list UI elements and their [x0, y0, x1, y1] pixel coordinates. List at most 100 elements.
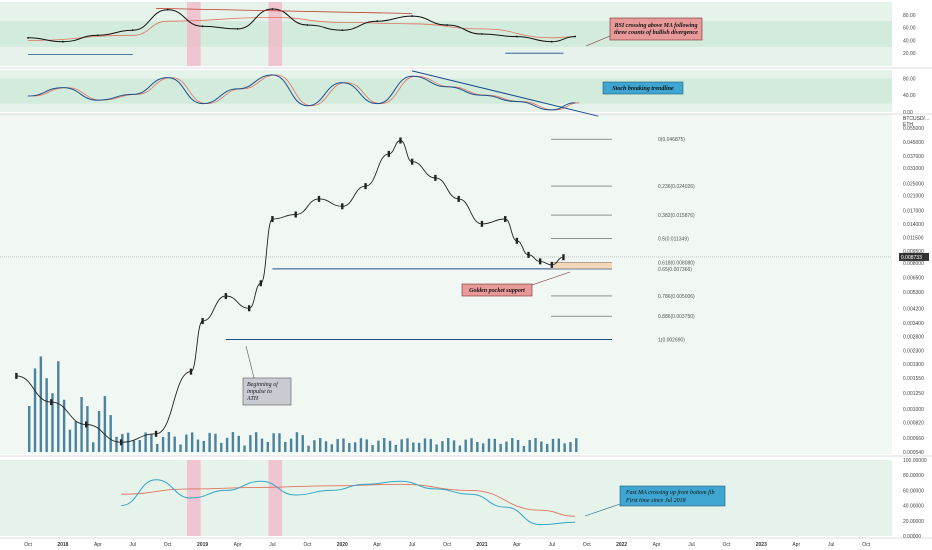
time-axis-label: Jul	[549, 542, 555, 548]
rsi-annotation-box	[609, 17, 703, 41]
volume-bar	[545, 444, 549, 452]
time-axis-label: 2021	[476, 542, 487, 548]
volume-bar	[528, 440, 531, 452]
price-candle	[259, 280, 262, 287]
volume-bar	[173, 436, 176, 452]
volume-bar	[126, 432, 130, 452]
price-candle	[224, 293, 228, 300]
volume-bar	[359, 438, 363, 452]
volume-bar	[86, 406, 89, 452]
volume-bar	[132, 440, 136, 452]
volume-bar	[231, 432, 235, 452]
impulse-text: Beginning of	[247, 381, 279, 388]
volume-bar	[62, 399, 66, 452]
time-axis-label: Apr	[792, 542, 800, 548]
current-price-tag	[899, 252, 929, 261]
volume-bar	[51, 393, 54, 452]
time-axis-label: Apr	[513, 542, 521, 548]
time-axis-label: Oct	[583, 542, 591, 548]
volume-bar	[557, 438, 561, 452]
rsi-axis-tick: 20.00	[903, 51, 916, 57]
rsi-point	[481, 33, 483, 35]
stoch-axis-tick: 40.00	[903, 93, 916, 99]
volume-bar	[307, 445, 310, 452]
time-axis-label: Apr	[373, 542, 381, 548]
price-candle	[434, 174, 437, 181]
price-candle	[50, 399, 53, 406]
price-axis-tick: 0.001250	[903, 391, 924, 397]
fib-level-label: 0.382(0.015876)	[658, 213, 695, 219]
osc-axis-tick: 80.00000	[903, 473, 924, 479]
price-axis-tick: 0.017000	[903, 208, 924, 214]
volume-bar	[260, 438, 264, 452]
price-candle	[247, 305, 251, 312]
current-price-label: 0.008733	[901, 255, 922, 261]
price-candle	[154, 430, 158, 437]
price-candle	[294, 211, 297, 218]
golden-pocket-zone	[551, 262, 612, 269]
time-axis-label: 2019	[197, 542, 208, 548]
volume-bar	[121, 433, 124, 452]
volume-bar	[68, 429, 72, 452]
time-axis-label: Jul	[269, 542, 275, 548]
volume-bar	[388, 440, 392, 452]
price-candle	[201, 318, 204, 325]
volume-bars	[28, 356, 578, 452]
price-axis-tick: 0.009500	[903, 249, 924, 255]
price-candle	[550, 261, 553, 268]
price-candle	[189, 368, 193, 375]
rsi-point	[271, 8, 274, 10]
osc-slow-line	[121, 483, 576, 517]
volume-bar	[196, 439, 200, 452]
rsi-point	[376, 20, 379, 23]
volume-bar	[80, 397, 83, 452]
golden-pocket-box	[461, 283, 533, 297]
volume-bar	[412, 442, 415, 452]
fib-level-label: 0.886(0.003750)	[658, 314, 695, 320]
osc-annotation: Fast MA crossing up from bottom fib First…	[584, 485, 726, 517]
rsi-point	[446, 24, 448, 26]
volume-bar	[295, 432, 299, 452]
price-axis-tick: 0.055000	[903, 126, 924, 132]
volume-bar	[330, 444, 334, 452]
impulse-text: impulse to	[247, 389, 272, 395]
price-axis-tick: 0.011500	[903, 236, 924, 242]
rsi-point	[27, 36, 29, 39]
osc-annotation-text: First time since Jul 2018	[625, 498, 686, 504]
price-axis-tick: 0.002800	[903, 335, 924, 341]
volume-bar	[441, 441, 444, 452]
stoch-axis-tick: 80.00	[903, 76, 916, 82]
price-candle	[504, 216, 507, 223]
volume-bar	[289, 438, 293, 452]
volume-bar	[284, 441, 287, 452]
price-axis-tick: 0.037000	[903, 154, 924, 160]
time-axis-label: 2018	[57, 542, 68, 548]
time-axis-label: 2023	[756, 542, 767, 548]
volume-bar	[179, 444, 182, 452]
volume-bar	[383, 438, 386, 452]
volume-bar	[464, 439, 467, 452]
volume-bar	[243, 445, 246, 452]
highlight-band	[186, 2, 201, 66]
impulse-pointer	[245, 345, 255, 379]
price-candle	[410, 158, 414, 165]
highlight-band	[268, 2, 283, 66]
rsi-axis-tick: 60.00	[903, 26, 916, 32]
volume-bar	[28, 406, 31, 452]
fib-level-label: 0.236(0.024026)	[658, 184, 695, 190]
price-axis-tick: 0.001550	[903, 376, 924, 382]
price-axis-tick: 0.045000	[903, 140, 924, 146]
osc-axis-tick: 60.00000	[903, 488, 924, 494]
rsi-point	[131, 29, 134, 32]
fib-level-label: 0(0.046875)	[658, 137, 685, 143]
impulse-text: ATH	[246, 396, 259, 402]
volume-bar	[214, 433, 217, 452]
volume-bar	[452, 440, 456, 452]
price-candle	[538, 258, 542, 265]
rsi-point	[201, 25, 204, 28]
time-axis-label: Jul	[688, 542, 694, 548]
rsi-annotation-pointer	[585, 35, 611, 47]
volume-bar	[319, 438, 322, 452]
price-candle	[387, 150, 391, 157]
